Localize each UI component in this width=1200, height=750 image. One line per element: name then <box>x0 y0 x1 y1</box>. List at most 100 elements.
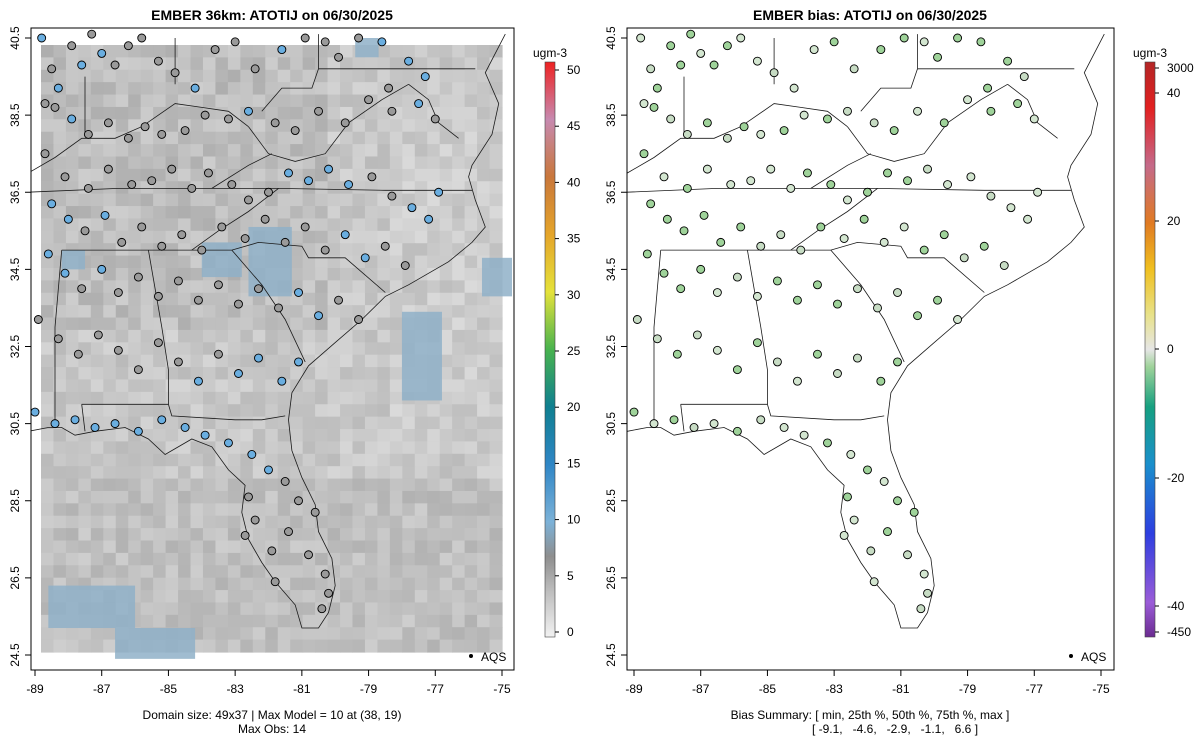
aqs-bias-site[interactable] <box>833 299 842 309</box>
aqs-site[interactable] <box>37 33 47 43</box>
aqs-bias-site[interactable] <box>666 114 676 124</box>
aqs-bias-site[interactable] <box>843 195 852 205</box>
aqs-site[interactable] <box>377 37 387 47</box>
aqs-bias-site[interactable] <box>963 95 973 105</box>
aqs-site[interactable] <box>97 264 107 274</box>
aqs-site[interactable] <box>380 241 390 251</box>
aqs-site[interactable] <box>113 345 123 355</box>
aqs-bias-site[interactable] <box>692 330 702 340</box>
aqs-bias-site[interactable] <box>859 214 869 224</box>
aqs-site[interactable] <box>40 149 50 159</box>
aqs-bias-site[interactable] <box>709 60 719 70</box>
aqs-bias-site[interactable] <box>682 129 692 139</box>
aqs-site[interactable] <box>320 245 330 255</box>
aqs-bias-site[interactable] <box>873 303 882 313</box>
aqs-bias-site[interactable] <box>799 110 809 120</box>
aqs-bias-site[interactable] <box>712 288 722 297</box>
aqs-bias-site[interactable] <box>712 345 722 355</box>
aqs-site[interactable] <box>47 199 57 209</box>
aqs-site[interactable] <box>187 183 197 193</box>
aqs-site[interactable] <box>334 52 343 62</box>
aqs-bias-site[interactable] <box>779 423 789 432</box>
aqs-bias-site[interactable] <box>672 349 682 359</box>
aqs-bias-site[interactable] <box>789 83 799 93</box>
aqs-site[interactable] <box>387 106 397 116</box>
aqs-bias-site[interactable] <box>916 604 926 614</box>
aqs-site[interactable] <box>70 415 80 425</box>
aqs-bias-site[interactable] <box>793 295 802 305</box>
aqs-site[interactable] <box>137 33 147 43</box>
aqs-site[interactable] <box>430 114 440 124</box>
aqs-bias-site[interactable] <box>1033 187 1043 197</box>
aqs-bias-site[interactable] <box>853 284 862 294</box>
aqs-bias-site[interactable] <box>649 102 659 112</box>
aqs-bias-site[interactable] <box>766 164 776 174</box>
aqs-site[interactable] <box>294 288 303 297</box>
aqs-site[interactable] <box>173 357 183 367</box>
aqs-site[interactable] <box>214 349 223 359</box>
aqs-site[interactable] <box>77 60 87 70</box>
aqs-bias-site[interactable] <box>676 284 686 294</box>
aqs-bias-site[interactable] <box>959 253 969 263</box>
aqs-bias-site[interactable] <box>769 68 779 78</box>
aqs-bias-site[interactable] <box>883 168 892 178</box>
aqs-site[interactable] <box>367 172 377 182</box>
aqs-bias-site[interactable] <box>843 492 852 502</box>
aqs-bias-site[interactable] <box>876 376 886 386</box>
aqs-site[interactable] <box>177 230 187 240</box>
aqs-site[interactable] <box>180 126 190 136</box>
aqs-site[interactable] <box>67 41 77 51</box>
aqs-bias-site[interactable] <box>893 357 902 367</box>
aqs-bias-site[interactable] <box>779 126 789 136</box>
aqs-bias-site[interactable] <box>1006 203 1016 213</box>
aqs-site[interactable] <box>103 118 113 128</box>
aqs-bias-site[interactable] <box>1019 72 1029 82</box>
aqs-bias-site[interactable] <box>923 588 932 598</box>
aqs-site[interactable] <box>354 33 364 43</box>
aqs-site[interactable] <box>320 569 330 579</box>
aqs-site[interactable] <box>123 133 133 143</box>
aqs-site[interactable] <box>250 515 260 525</box>
aqs-bias-site[interactable] <box>866 546 876 556</box>
aqs-site[interactable] <box>254 353 263 363</box>
aqs-bias-site[interactable] <box>813 349 822 359</box>
aqs-site[interactable] <box>240 234 250 243</box>
aqs-site[interactable] <box>310 507 320 517</box>
aqs-site[interactable] <box>224 114 233 124</box>
aqs-site[interactable] <box>193 376 203 386</box>
aqs-site[interactable] <box>264 465 273 475</box>
aqs-site[interactable] <box>354 315 364 324</box>
aqs-site[interactable] <box>83 129 93 139</box>
aqs-bias-site[interactable] <box>933 52 942 62</box>
aqs-site[interactable] <box>284 168 293 178</box>
aqs-site[interactable] <box>324 588 333 598</box>
aqs-bias-site[interactable] <box>809 45 819 55</box>
aqs-site[interactable] <box>300 33 310 43</box>
aqs-site[interactable] <box>304 550 313 560</box>
aqs-site[interactable] <box>170 68 180 78</box>
aqs-site[interactable] <box>47 64 57 74</box>
aqs-site[interactable] <box>200 430 210 440</box>
aqs-site[interactable] <box>200 110 210 120</box>
aqs-site[interactable] <box>387 191 397 201</box>
aqs-site[interactable] <box>153 338 163 348</box>
aqs-bias-site[interactable] <box>976 37 986 47</box>
aqs-bias-site[interactable] <box>849 64 859 74</box>
aqs-site[interactable] <box>340 230 350 240</box>
aqs-site[interactable] <box>157 129 167 139</box>
aqs-bias-site[interactable] <box>939 230 949 240</box>
aqs-site[interactable] <box>33 315 43 324</box>
aqs-bias-site[interactable] <box>676 60 686 70</box>
aqs-bias-site[interactable] <box>913 106 922 116</box>
aqs-bias-site[interactable] <box>752 338 762 348</box>
aqs-bias-site[interactable] <box>736 222 746 232</box>
aqs-bias-site[interactable] <box>903 176 912 186</box>
aqs-bias-site[interactable] <box>776 230 786 240</box>
aqs-site[interactable] <box>110 60 120 70</box>
aqs-bias-site[interactable] <box>772 357 782 367</box>
aqs-bias-site[interactable] <box>722 41 732 51</box>
aqs-site[interactable] <box>157 241 167 251</box>
aqs-bias-site[interactable] <box>682 183 692 193</box>
aqs-bias-site[interactable] <box>652 334 662 344</box>
aqs-bias-site[interactable] <box>786 183 796 193</box>
